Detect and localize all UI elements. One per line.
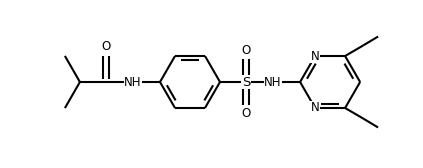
Text: S: S [242,75,250,89]
Text: NH: NH [264,75,282,89]
Text: NH: NH [124,75,142,89]
Text: N: N [311,101,319,114]
Text: O: O [242,44,251,57]
Text: O: O [102,40,111,53]
Text: N: N [311,50,319,62]
Text: O: O [242,107,251,120]
